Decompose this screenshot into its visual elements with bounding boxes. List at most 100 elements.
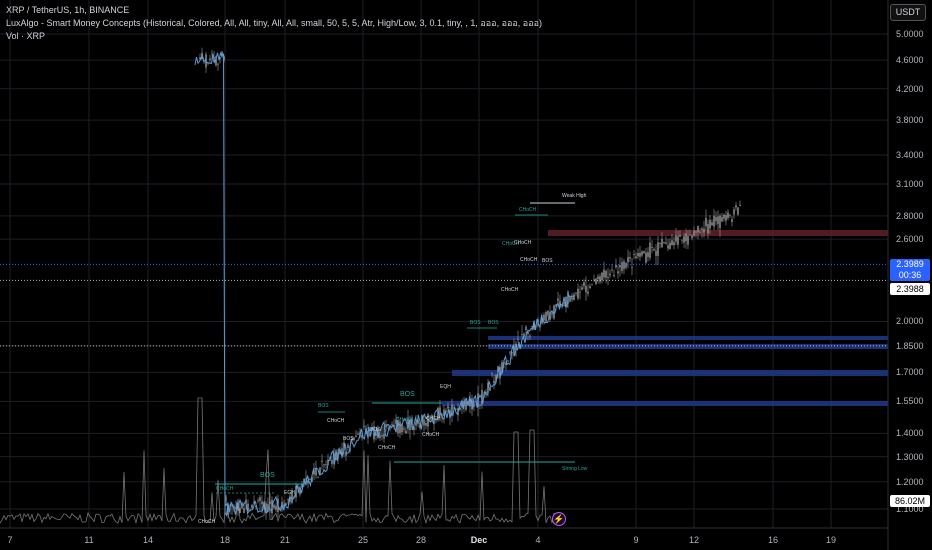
- candle-body: [653, 249, 655, 251]
- demand-zone: [488, 336, 888, 340]
- candle-body: [495, 374, 497, 383]
- candle-body: [353, 437, 355, 440]
- time-axis-tick: 28: [415, 535, 427, 545]
- candle-body: [577, 288, 579, 299]
- smc-zones: [442, 230, 888, 406]
- candle-body: [403, 428, 405, 430]
- candle-body: [435, 418, 437, 421]
- candle-body: [573, 294, 575, 300]
- candle-body: [507, 360, 509, 362]
- chart-legend: XRP / TetherUS, 1h, BINANCE LuxAlgo - Sm…: [6, 4, 542, 43]
- candle-body: [695, 231, 697, 233]
- candle-body: [375, 433, 377, 436]
- candle-body: [517, 338, 519, 340]
- candle-series: [199, 47, 741, 521]
- candle-body: [525, 326, 527, 331]
- candle-body: [415, 422, 417, 426]
- candle-body: [325, 464, 327, 466]
- candle-body: [251, 504, 253, 508]
- candle-body: [565, 297, 567, 306]
- candle-body: [247, 503, 249, 511]
- candle-body: [547, 310, 549, 316]
- candle-body: [317, 476, 319, 478]
- candle-body: [639, 253, 641, 257]
- candle-body: [625, 263, 627, 268]
- candle-body: [607, 277, 609, 278]
- candle-body: [397, 420, 399, 434]
- candle-body: [455, 408, 457, 410]
- price-axis-tick: 5.0000: [896, 29, 924, 39]
- candle-body: [255, 505, 257, 508]
- indicator-title[interactable]: LuxAlgo - Smart Money Concepts (Historic…: [6, 18, 543, 28]
- candle-body: [583, 282, 585, 287]
- candle-body: [631, 267, 633, 269]
- currency-button[interactable]: USDT: [890, 4, 926, 21]
- candle-body: [299, 490, 301, 495]
- candle-body: [451, 404, 453, 416]
- bos-label: BOS: [542, 258, 553, 264]
- candle-body: [651, 247, 653, 248]
- prev-close-tag: 2.3988: [890, 283, 930, 295]
- candle-body: [601, 272, 603, 281]
- candle-body: [589, 286, 591, 288]
- candle-body: [449, 410, 451, 418]
- eqh-label: EQH: [440, 384, 451, 390]
- volume-line: [0, 397, 561, 525]
- candle-body: [705, 217, 707, 227]
- choch-label: CHoCH: [216, 486, 234, 492]
- candle-body: [557, 298, 559, 301]
- candle-body: [697, 225, 699, 233]
- time-axis-tick: 16: [767, 535, 779, 545]
- price-axis-tick: 4.2000: [896, 83, 924, 94]
- bos-label: BOS: [370, 427, 381, 433]
- volume-title[interactable]: Vol · XRP: [6, 31, 46, 41]
- candle-body: [405, 430, 407, 434]
- lightning-icon[interactable]: ⚡: [552, 512, 566, 526]
- candle-body: [605, 270, 607, 278]
- price-axis-tick: 1.4000: [896, 428, 924, 439]
- candle-body: [291, 489, 293, 503]
- candle-body: [591, 284, 593, 286]
- candle-body: [245, 499, 247, 503]
- candle-body: [627, 257, 629, 263]
- candle-body: [259, 497, 261, 501]
- candle-body: [237, 504, 239, 511]
- candle-body: [209, 58, 211, 61]
- candle-body: [693, 230, 695, 236]
- candle-body: [675, 235, 677, 242]
- candle-body: [621, 262, 623, 272]
- candle-body: [215, 56, 217, 66]
- candle-body: [709, 219, 711, 229]
- candle-body: [469, 399, 471, 407]
- candle-body: [713, 215, 715, 227]
- candle-body: [617, 271, 619, 274]
- candle-body: [381, 434, 383, 437]
- candle-body: [431, 415, 433, 419]
- choch-label: CHoCH: [396, 417, 414, 423]
- symbol-title[interactable]: XRP / TetherUS, 1h, BINANCE: [6, 5, 130, 15]
- candle-body: [569, 297, 571, 302]
- price-axis-tick: 1.2000: [896, 476, 924, 487]
- candle-body: [339, 449, 341, 455]
- candle-body: [387, 423, 389, 426]
- candle-body: [555, 304, 557, 307]
- candle-body: [221, 51, 223, 56]
- candle-body: [407, 418, 409, 424]
- smc-overlay-line: [194, 51, 575, 517]
- candle-body: [671, 240, 673, 246]
- candle-body: [707, 224, 709, 234]
- bos-label: BOS: [400, 391, 415, 398]
- candle-body: [501, 362, 503, 373]
- candle-body: [211, 53, 213, 55]
- time-axis-tick: 21: [279, 535, 291, 545]
- candle-body: [613, 274, 615, 277]
- price-axis-tick: 3.4000: [896, 149, 924, 160]
- bar-countdown: 00:36: [898, 270, 922, 280]
- candle-body: [643, 251, 645, 254]
- candle-body: [665, 242, 667, 244]
- candle-body: [323, 464, 325, 466]
- demand-zone: [442, 401, 888, 406]
- candle-body: [611, 269, 613, 271]
- price-axis-tick: 3.8000: [896, 115, 924, 126]
